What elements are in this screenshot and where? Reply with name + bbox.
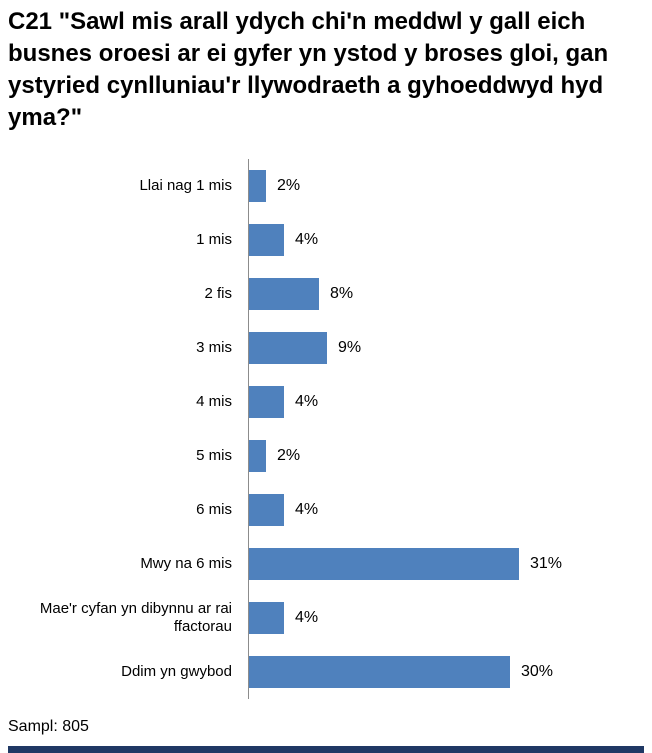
plot-area-cell: 30% [248, 645, 652, 699]
value-label: 31% [530, 555, 563, 572]
category-label: Mae'r cyfan yn dibynnu ar rai ffactorau [39, 600, 232, 635]
bar [249, 278, 319, 310]
sample-size-note: Sampl: 805 [8, 718, 89, 735]
plot-area-cell: 8% [248, 267, 652, 321]
chart-row: 2 fis 8% [0, 267, 652, 321]
bar [249, 224, 284, 256]
value-label: 8% [330, 285, 354, 302]
category-label: 5 mis [196, 447, 232, 464]
chart-row: 4 mis 4% [0, 375, 652, 429]
bar [249, 548, 519, 580]
plot-area-cell: 4% [248, 483, 652, 537]
plot-area-cell: 4% [248, 375, 652, 429]
category-label: 4 mis [196, 393, 232, 410]
category-label: 3 mis [196, 339, 232, 356]
value-label: 2% [277, 177, 301, 194]
chart-row: 5 mis 2% [0, 429, 652, 483]
value-label: 4% [295, 501, 319, 518]
plot-area-cell: 2% [248, 429, 652, 483]
plot-area-cell: 9% [248, 321, 652, 375]
bar [249, 494, 284, 526]
category-label: Ddim yn gwybod [121, 663, 232, 680]
footer-accent-strip [8, 746, 644, 753]
value-label: 9% [338, 339, 362, 356]
chart-row: Llai nag 1 mis 2% [0, 159, 652, 213]
chart-row: 3 mis 9% [0, 321, 652, 375]
bar [249, 656, 510, 688]
value-label: 4% [295, 609, 319, 626]
plot-area-cell: 2% [248, 159, 652, 213]
chart-row: Ddim yn gwybod 30% [0, 645, 652, 699]
bar [249, 170, 266, 202]
chart-row: 1 mis 4% [0, 213, 652, 267]
chart-row: 6 mis 4% [0, 483, 652, 537]
chart-row: Mae'r cyfan yn dibynnu ar rai ffactorau … [0, 591, 652, 645]
plot-area-cell: 4% [248, 213, 652, 267]
value-label: 30% [521, 663, 554, 680]
bar [249, 386, 284, 418]
value-label: 4% [295, 231, 319, 248]
plot-area-cell: 4% [248, 591, 652, 645]
category-label: Llai nag 1 mis [139, 177, 232, 194]
bar [249, 602, 284, 634]
category-label: 2 fis [204, 285, 232, 302]
value-label: 4% [295, 393, 319, 410]
category-label: 6 mis [196, 501, 232, 518]
bar [249, 332, 327, 364]
chart-title: C21 "Sawl mis arall ydych chi'n meddwl y… [8, 8, 609, 131]
plot-area-cell: 31% [248, 537, 652, 591]
bar-chart: Llai nag 1 mis 2% 1 mis 4% 2 fis 8% 3 mi… [0, 159, 652, 699]
category-label: Mwy na 6 mis [140, 555, 232, 572]
chart-row: Mwy na 6 mis 31% [0, 537, 652, 591]
value-label: 2% [277, 447, 301, 464]
bar [249, 440, 266, 472]
category-label: 1 mis [196, 231, 232, 248]
